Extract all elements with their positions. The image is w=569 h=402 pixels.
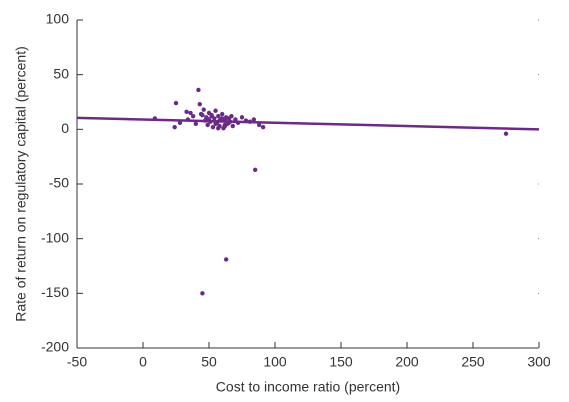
point [205, 122, 210, 128]
point [260, 124, 266, 130]
fit-line [76, 116, 540, 131]
point [193, 121, 198, 127]
y-tick-label: 50 [53, 65, 69, 81]
x-tick-label: 100 [263, 354, 287, 370]
point [239, 115, 245, 120]
point [222, 122, 228, 128]
y-tick-label: -100 [41, 229, 69, 245]
x-tick-label: 50 [201, 354, 217, 370]
y-tick-label: -200 [41, 339, 69, 355]
point [190, 114, 196, 119]
y-tick-label: 0 [61, 120, 69, 136]
point [251, 117, 257, 122]
point [172, 124, 177, 130]
point [256, 122, 262, 128]
x-tick-label: 250 [461, 354, 485, 370]
point [213, 121, 218, 127]
x-tick-label: 300 [527, 354, 551, 370]
point [220, 116, 225, 121]
point [220, 111, 225, 117]
x-tick-label: 150 [329, 354, 353, 370]
point [209, 114, 214, 119]
point [223, 257, 229, 262]
x-axis-label: Cost to income ratio (percent) [216, 379, 400, 395]
x-tick-label: 0 [139, 354, 147, 370]
y-tick-label: 100 [46, 11, 70, 27]
point [184, 109, 189, 115]
point [253, 167, 258, 172]
point [196, 87, 201, 93]
point [229, 114, 234, 119]
point [197, 101, 202, 107]
point [230, 123, 235, 129]
y-axis-label: Rate of return on regulatory capital (pe… [13, 46, 29, 321]
x-tick-label: 200 [395, 354, 419, 370]
x-tick-label: -50 [67, 354, 87, 370]
point [188, 110, 193, 116]
point [173, 100, 179, 106]
y-tick-label: -150 [41, 284, 69, 300]
point [200, 112, 205, 118]
point [200, 291, 205, 296]
point [503, 131, 509, 136]
point [216, 126, 221, 131]
point [201, 107, 206, 112]
point [213, 108, 218, 113]
point [210, 124, 216, 130]
point [216, 114, 221, 119]
y-tick-label: -50 [49, 175, 69, 191]
